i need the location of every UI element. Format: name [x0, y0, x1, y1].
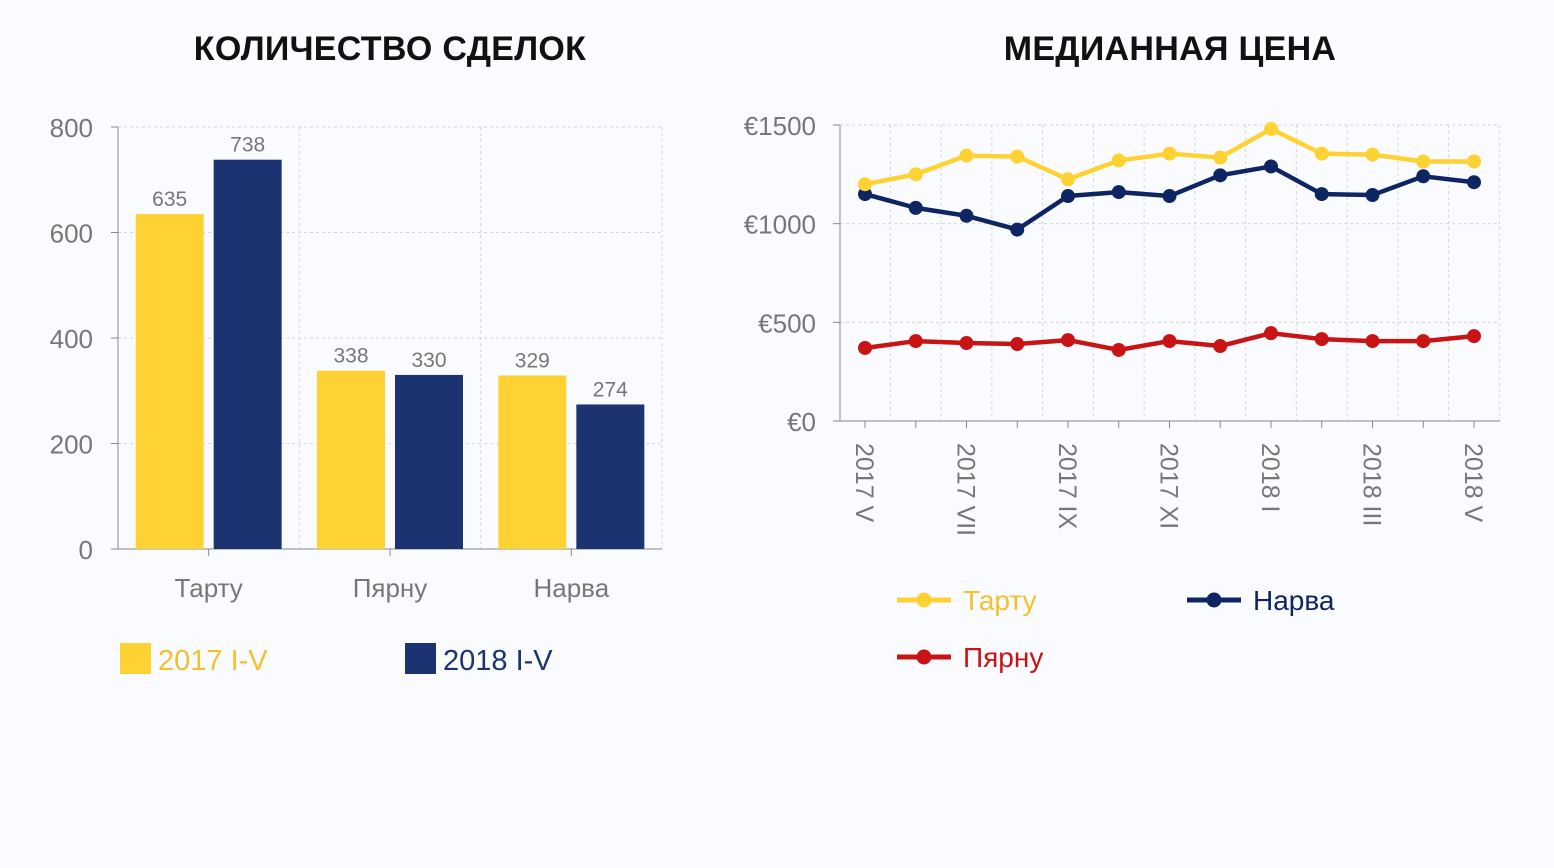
y-tick-label: 800	[50, 113, 93, 143]
bar	[576, 404, 645, 549]
bar-value-label: 738	[230, 134, 265, 157]
deals-bar-chart: 0 200 400 600 800 Тарту 635 738 Пярну 338 330 Нарва…	[50, 113, 663, 677]
y-tick-label: 400	[50, 324, 93, 354]
x-tick-label: 2017 V	[850, 443, 878, 523]
data-point	[858, 177, 872, 192]
data-point	[1213, 339, 1228, 354]
legend-marker	[916, 592, 932, 608]
x-tick-label: 2017 VII	[952, 443, 980, 536]
data-point	[1162, 189, 1177, 204]
data-point	[858, 187, 872, 202]
y-tick-label: €1000	[744, 210, 816, 240]
bar-value-label: 635	[152, 188, 187, 211]
data-point	[1314, 332, 1329, 347]
data-point	[1162, 146, 1177, 161]
bar-value-label: 329	[515, 349, 550, 372]
data-point	[959, 336, 974, 351]
data-point	[1061, 333, 1075, 348]
bar-value-label: 330	[411, 349, 446, 372]
y-tick-label: €500	[758, 308, 816, 338]
y-tick-label: 0	[79, 535, 93, 565]
bar	[213, 159, 282, 549]
legend-swatch	[405, 643, 436, 674]
bar	[317, 370, 385, 549]
data-point	[1213, 168, 1228, 183]
data-point	[1467, 154, 1481, 169]
data-point	[908, 167, 923, 182]
x-tick-label: 2018 V	[1459, 443, 1487, 523]
data-point	[1213, 150, 1228, 165]
data-point	[959, 148, 974, 163]
bar-value-label: 338	[333, 345, 368, 368]
legend-marker	[916, 649, 932, 665]
data-point	[908, 334, 923, 349]
data-point	[1061, 189, 1075, 204]
data-point	[1467, 329, 1481, 344]
y-tick-label: €1500	[744, 111, 816, 141]
data-point	[1416, 169, 1431, 184]
deals-chart-title: КОЛИЧЕСТВО СДЕЛОК	[193, 30, 587, 68]
data-point	[1314, 146, 1329, 161]
data-point	[1010, 222, 1025, 237]
x-tick-label: Нарва	[533, 573, 609, 603]
legend-label: Нарва	[1253, 585, 1335, 616]
data-point	[959, 208, 974, 223]
y-tick-label: €0	[787, 407, 816, 437]
data-point	[1314, 187, 1329, 202]
data-point	[1264, 121, 1278, 136]
data-point	[1061, 172, 1075, 187]
legend-marker	[1206, 592, 1222, 608]
data-point	[1365, 334, 1380, 349]
legend-label: Пярну	[963, 642, 1043, 673]
data-point	[1416, 154, 1431, 169]
x-tick-label: 2017 XI	[1155, 443, 1183, 529]
x-tick-label: Пярну	[353, 573, 428, 603]
data-point	[1010, 337, 1025, 352]
data-point	[1264, 159, 1278, 174]
bar	[135, 214, 204, 549]
legend-label: Тарту	[963, 585, 1037, 616]
data-point	[1467, 175, 1481, 190]
y-tick-label: 200	[50, 430, 93, 460]
x-tick-label: 2018 III	[1358, 443, 1386, 526]
x-tick-label: Тарту	[175, 573, 243, 603]
legend-label: 2018 I-V	[443, 645, 553, 677]
data-point	[1162, 334, 1177, 349]
bar	[395, 374, 463, 549]
data-point	[1111, 342, 1126, 357]
legend-label: 2017 I-V	[158, 645, 268, 677]
data-point	[1111, 153, 1126, 168]
x-tick-label: 2018 I	[1256, 443, 1284, 513]
data-point	[1365, 188, 1380, 203]
data-point	[1264, 326, 1278, 341]
data-point	[908, 200, 923, 215]
data-point	[1365, 147, 1380, 162]
data-point	[1416, 334, 1431, 349]
median-price-chart-title: МЕДИАННАЯ ЦЕНА	[1003, 30, 1337, 68]
data-point	[1010, 149, 1025, 164]
bar	[498, 375, 567, 549]
y-tick-label: 600	[50, 219, 93, 249]
bar-value-label: 274	[593, 378, 628, 401]
data-point	[1111, 185, 1126, 200]
x-tick-label: 2017 IX	[1053, 443, 1081, 530]
legend-swatch	[120, 643, 151, 674]
data-point	[858, 340, 872, 355]
